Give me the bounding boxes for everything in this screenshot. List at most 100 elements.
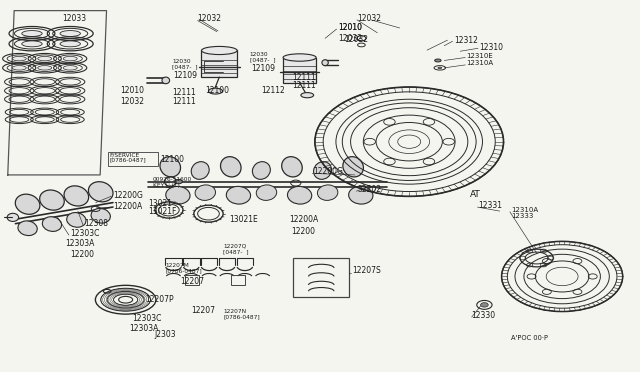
- Text: 12303C: 12303C: [132, 314, 162, 323]
- Text: 12032: 12032: [357, 13, 381, 22]
- Text: 12310E: 12310E: [467, 53, 493, 59]
- Ellipse shape: [38, 57, 52, 61]
- Ellipse shape: [438, 67, 442, 68]
- Ellipse shape: [283, 54, 316, 61]
- Text: 12200G: 12200G: [314, 167, 344, 176]
- Text: 12010: 12010: [120, 86, 144, 95]
- Text: 12111: 12111: [172, 97, 196, 106]
- Text: 12200G: 12200G: [113, 191, 143, 200]
- Ellipse shape: [162, 77, 170, 84]
- Text: 12331: 12331: [478, 201, 502, 210]
- Ellipse shape: [22, 31, 42, 36]
- Circle shape: [175, 179, 182, 184]
- Text: 12310: 12310: [479, 43, 503, 52]
- Bar: [293, 258, 349, 297]
- Text: J2303: J2303: [154, 330, 176, 339]
- Ellipse shape: [7, 213, 19, 221]
- Ellipse shape: [67, 212, 86, 227]
- Text: 12032: 12032: [344, 35, 368, 44]
- Ellipse shape: [38, 65, 52, 70]
- Ellipse shape: [12, 57, 26, 61]
- Ellipse shape: [435, 59, 441, 62]
- Text: A'POC 00·P: A'POC 00·P: [511, 335, 548, 341]
- Text: 12033: 12033: [62, 13, 86, 22]
- Text: 00926-51600
KEY キ-(1): 00926-51600 KEY キ-(1): [153, 177, 192, 188]
- Ellipse shape: [314, 162, 332, 179]
- Ellipse shape: [160, 157, 180, 177]
- Circle shape: [481, 303, 488, 307]
- Ellipse shape: [42, 217, 61, 231]
- Ellipse shape: [60, 31, 81, 36]
- Ellipse shape: [221, 157, 241, 177]
- Text: 32202: 32202: [357, 185, 381, 194]
- Text: 12111: 12111: [172, 89, 196, 97]
- Ellipse shape: [227, 186, 251, 204]
- Ellipse shape: [18, 221, 37, 235]
- Ellipse shape: [12, 65, 26, 70]
- Text: 12112: 12112: [261, 86, 285, 95]
- Text: 12207M
[0786-0487]: 12207M [0786-0487]: [166, 263, 202, 273]
- Ellipse shape: [40, 190, 64, 210]
- Bar: [108, 152, 158, 166]
- Ellipse shape: [256, 185, 276, 201]
- Bar: [202, 51, 237, 77]
- Ellipse shape: [301, 93, 314, 98]
- Text: AT: AT: [470, 190, 481, 199]
- Text: 12303C: 12303C: [70, 230, 100, 238]
- Text: 12330: 12330: [472, 311, 496, 320]
- Text: 12310A: 12310A: [467, 60, 493, 67]
- Text: 12308: 12308: [84, 219, 108, 228]
- Ellipse shape: [349, 186, 373, 204]
- Text: 13021E: 13021E: [230, 215, 259, 224]
- Ellipse shape: [202, 46, 237, 55]
- Bar: [185, 275, 199, 285]
- Text: 12200A: 12200A: [113, 202, 142, 211]
- Ellipse shape: [343, 157, 364, 177]
- Text: 12207N
[0786-0487]: 12207N [0786-0487]: [223, 309, 260, 320]
- Ellipse shape: [322, 60, 328, 65]
- Ellipse shape: [317, 185, 338, 201]
- Ellipse shape: [195, 185, 216, 201]
- Text: 12030
[0487-  ]: 12030 [0487- ]: [172, 59, 198, 69]
- Bar: [283, 58, 316, 83]
- Text: 12310A: 12310A: [511, 207, 538, 213]
- Ellipse shape: [91, 208, 110, 223]
- Text: 12010: 12010: [338, 23, 362, 32]
- Text: 13021F: 13021F: [148, 207, 177, 217]
- Text: 12032: 12032: [338, 34, 362, 43]
- Text: 12207P: 12207P: [145, 295, 173, 304]
- Text: 12100: 12100: [161, 155, 185, 164]
- Ellipse shape: [22, 41, 42, 47]
- Text: 12207: 12207: [180, 278, 204, 286]
- Text: 12010: 12010: [338, 23, 362, 32]
- Text: 12312: 12312: [454, 36, 477, 45]
- Text: 12207Q
[0487-  ]: 12207Q [0487- ]: [223, 244, 249, 254]
- Ellipse shape: [209, 88, 223, 94]
- Text: F/SERVICE
[0786-0487]: F/SERVICE [0786-0487]: [109, 152, 147, 163]
- Text: 12030
[0487-  ]: 12030 [0487- ]: [250, 52, 276, 63]
- Text: 12200: 12200: [70, 250, 94, 259]
- Text: 12303A: 12303A: [129, 324, 158, 333]
- Ellipse shape: [64, 186, 89, 206]
- Text: 12111: 12111: [292, 81, 316, 90]
- Ellipse shape: [252, 162, 270, 179]
- Text: 12200: 12200: [291, 227, 316, 235]
- Text: 12100: 12100: [205, 86, 229, 95]
- Bar: [231, 275, 245, 285]
- Ellipse shape: [15, 194, 40, 214]
- Ellipse shape: [63, 57, 77, 61]
- Text: 12303A: 12303A: [65, 239, 95, 248]
- Text: 12109: 12109: [173, 71, 197, 80]
- Text: 12200A: 12200A: [289, 215, 319, 224]
- Text: 12207S: 12207S: [352, 266, 381, 275]
- Ellipse shape: [191, 162, 209, 179]
- Ellipse shape: [63, 65, 77, 70]
- Text: 12333: 12333: [511, 213, 534, 219]
- Text: 13021: 13021: [148, 199, 172, 208]
- Ellipse shape: [60, 41, 81, 47]
- Ellipse shape: [166, 186, 190, 204]
- Text: 12109: 12109: [251, 64, 275, 73]
- Text: 12207: 12207: [191, 306, 215, 315]
- Ellipse shape: [282, 157, 302, 177]
- Text: 12032: 12032: [198, 13, 221, 22]
